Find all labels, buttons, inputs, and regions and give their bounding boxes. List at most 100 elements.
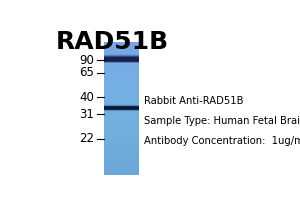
Bar <box>104 133 139 134</box>
Bar <box>104 77 139 78</box>
Bar <box>104 57 139 58</box>
Bar <box>104 119 139 120</box>
Bar <box>104 117 139 118</box>
Bar <box>104 146 139 147</box>
Text: 31: 31 <box>80 108 94 121</box>
Bar <box>104 59 139 60</box>
Bar <box>104 79 139 80</box>
Bar <box>104 74 139 75</box>
Bar <box>104 123 139 124</box>
Bar <box>104 66 139 67</box>
Bar <box>104 162 139 163</box>
Bar <box>104 158 139 159</box>
Bar <box>104 115 139 116</box>
Bar <box>104 160 139 161</box>
Text: 90: 90 <box>80 54 94 67</box>
Bar <box>104 55 139 56</box>
Bar <box>104 98 139 99</box>
Bar <box>104 78 139 79</box>
Bar <box>104 87 139 88</box>
Bar <box>104 88 139 89</box>
Bar <box>104 43 139 44</box>
Bar <box>104 148 139 149</box>
Bar <box>104 140 139 141</box>
Bar <box>104 45 139 46</box>
Bar <box>104 108 139 109</box>
Bar <box>104 127 139 128</box>
Bar <box>104 42 139 43</box>
Text: 65: 65 <box>80 66 94 79</box>
Bar <box>104 51 139 52</box>
Text: 40: 40 <box>80 91 94 104</box>
Text: Sample Type: Human Fetal Brain: Sample Type: Human Fetal Brain <box>145 116 300 126</box>
Bar <box>104 157 139 158</box>
Bar <box>104 116 139 117</box>
Bar <box>104 126 139 127</box>
Bar <box>104 159 139 160</box>
Bar <box>104 48 139 49</box>
Bar <box>104 164 139 165</box>
Bar <box>104 149 139 150</box>
Bar <box>104 84 139 85</box>
Text: Antibody Concentration:  1ug/mL: Antibody Concentration: 1ug/mL <box>145 136 300 146</box>
Bar <box>104 93 139 94</box>
Bar <box>104 130 139 131</box>
Bar <box>104 110 139 111</box>
Text: Rabbit Anti-RAD51B: Rabbit Anti-RAD51B <box>145 96 244 106</box>
Bar <box>104 49 139 50</box>
Bar <box>104 56 139 57</box>
Bar <box>104 138 139 139</box>
Bar <box>104 139 139 140</box>
Bar <box>104 154 139 155</box>
Bar <box>104 95 139 96</box>
Bar <box>104 132 139 133</box>
Bar <box>104 72 139 73</box>
Bar <box>104 136 139 137</box>
Bar <box>104 141 139 142</box>
Bar <box>104 64 139 65</box>
Bar <box>104 129 139 130</box>
Bar <box>104 65 139 66</box>
Bar <box>104 143 139 144</box>
Bar <box>104 76 139 77</box>
Bar <box>104 81 139 82</box>
Bar <box>104 147 139 148</box>
Bar <box>104 142 139 143</box>
Bar <box>104 124 139 125</box>
Bar <box>104 54 139 55</box>
Bar <box>104 86 139 87</box>
Bar <box>104 52 139 53</box>
Bar <box>104 99 139 100</box>
Text: 22: 22 <box>80 132 94 145</box>
Bar <box>104 58 139 59</box>
Bar <box>104 111 139 112</box>
Bar <box>104 171 139 172</box>
Bar <box>104 62 139 63</box>
Bar <box>104 172 139 173</box>
Bar <box>104 165 139 166</box>
Bar <box>104 121 139 122</box>
Bar <box>104 97 139 98</box>
Bar <box>104 134 139 135</box>
Bar <box>104 118 139 119</box>
Bar <box>104 75 139 76</box>
Bar <box>104 153 139 154</box>
Bar <box>104 150 139 151</box>
Bar <box>104 155 139 156</box>
Bar <box>104 120 139 121</box>
Bar <box>104 85 139 86</box>
Bar <box>104 173 139 174</box>
Bar <box>104 137 139 138</box>
Bar <box>104 109 139 110</box>
Bar <box>104 50 139 51</box>
Bar <box>104 63 139 64</box>
Bar <box>104 163 139 164</box>
Bar <box>104 161 139 162</box>
Bar <box>104 103 139 104</box>
Bar <box>104 60 139 61</box>
Bar <box>104 44 139 45</box>
Bar <box>104 100 139 101</box>
Bar <box>104 89 139 90</box>
Bar <box>104 169 139 170</box>
Bar <box>104 70 139 71</box>
